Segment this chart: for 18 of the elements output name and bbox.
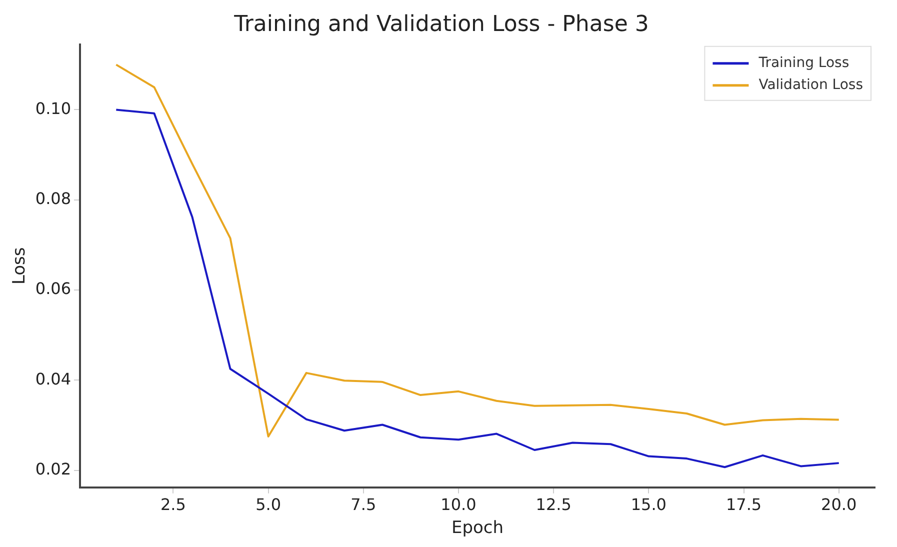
x-tick-label: 10.0: [440, 495, 476, 514]
x-axis-title: Epoch: [451, 518, 504, 538]
x-tick-label: 20.0: [821, 495, 857, 514]
x-tick-label: 12.5: [536, 495, 572, 514]
y-tick-label: 0.02: [35, 459, 72, 478]
x-tick-label: 2.5: [160, 495, 186, 514]
y-tick-label: 0.10: [35, 98, 72, 118]
x-tick-label: 17.5: [726, 495, 762, 514]
x-tick-label: 7.5: [350, 495, 376, 514]
chart-title: Training and Validation Loss - Phase 3: [233, 12, 649, 37]
y-tick-label: 0.06: [35, 279, 72, 298]
legend-label: Training Loss: [758, 55, 850, 72]
x-tick-label: 5.0: [256, 495, 282, 514]
legend-label: Validation Loss: [758, 77, 864, 94]
y-tick-label: 0.04: [35, 369, 72, 388]
x-tick-label: 15.0: [630, 495, 666, 514]
y-axis-title: Loss: [10, 247, 30, 285]
y-tick-label: 0.08: [35, 189, 72, 208]
